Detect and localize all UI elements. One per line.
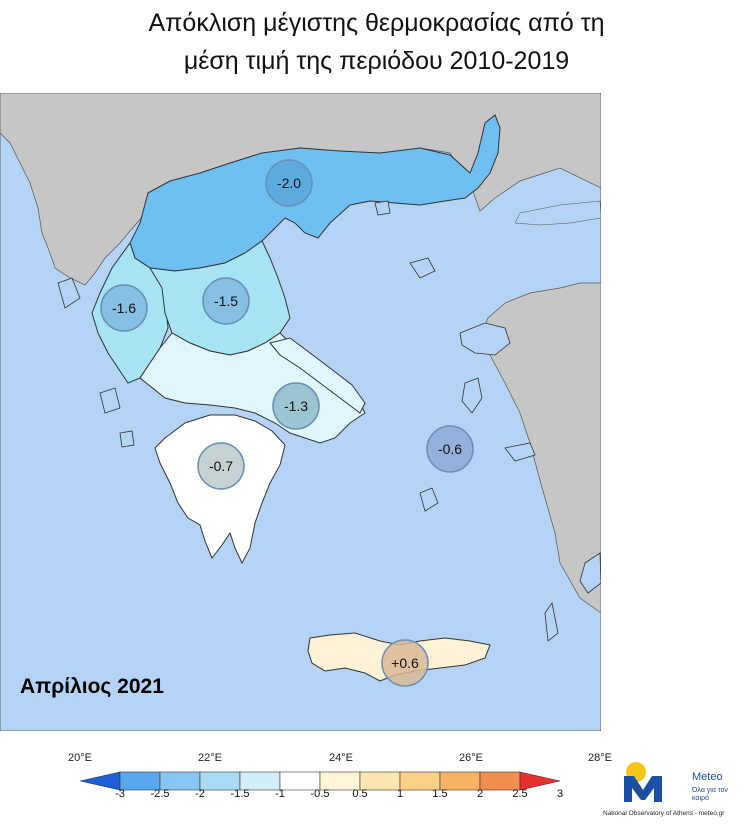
marmara-sea (514, 200, 601, 226)
colorbar-tick-5: -1 (275, 788, 285, 800)
value-label-4: -1.3 (284, 398, 308, 414)
lesvos-island (459, 322, 511, 356)
lon-label-20: 20°E (68, 752, 92, 764)
value-marker-2 (100, 284, 148, 332)
value-label-1: -2.0 (277, 175, 301, 191)
colorbar-tick-2: -2.5 (150, 788, 170, 800)
value-label-2: -1.6 (112, 300, 136, 316)
logo-footer: National Observatory of Athens - meteo.g… (603, 810, 725, 817)
value-label-6: -0.7 (209, 458, 233, 474)
lon-label-22: 22°E (198, 752, 222, 764)
samos-island (504, 442, 536, 462)
colorbar-tick-4: -1.5 (230, 788, 250, 800)
colorbar-min-arrow (79, 771, 121, 791)
value-marker-4 (272, 382, 320, 430)
value-label-3: -1.5 (214, 293, 238, 309)
map-title: Απόκλιση μέγιστης θερμοκρασίας από τη μέ… (0, 4, 753, 80)
lemnos-island (409, 257, 436, 279)
colorbar-tick-11: 2.5 (512, 788, 528, 800)
value-marker-3 (202, 277, 250, 325)
thasos-island (374, 200, 391, 216)
value-marker-7 (381, 639, 429, 687)
colorbar-tick-9: 1.5 (432, 788, 448, 800)
value-marker-6 (197, 442, 245, 490)
colorbar-tick-3: -2 (195, 788, 205, 800)
value-marker-5 (426, 425, 474, 473)
logo-m-icon (624, 776, 662, 802)
date-label: Απρίλιος 2021 (20, 675, 164, 698)
colorbar-tick-8: 1 (396, 788, 404, 800)
lon-label-24: 24°E (329, 752, 353, 764)
colorbar-tick-7: 0.5 (352, 788, 368, 800)
meteo-logo (600, 758, 750, 828)
karpathos-island (544, 602, 559, 642)
colorbar-tick-6: -0.5 (310, 788, 330, 800)
colorbar-tick-12: 3 (556, 788, 564, 800)
value-label-7: +0.6 (391, 655, 419, 671)
lon-label-28: 28°E (588, 752, 612, 764)
logo-tagline: Όλα για τον καιρό (692, 787, 728, 802)
region-value-markers: -2.0 -1.6 -1.5 -1.3 -0.6 -0.7 +0.6 (100, 159, 474, 687)
naxos-island (419, 487, 439, 512)
region-euboea (269, 337, 366, 414)
value-marker-1 (265, 159, 313, 207)
corfu-island (57, 277, 81, 309)
title-line-1: Απόκλιση μέγιστης θερμοκρασίας από τη (148, 9, 605, 37)
colorbar-tick-10: 2 (476, 788, 484, 800)
chios-island (461, 377, 483, 414)
colorbar-max-arrow (519, 771, 561, 791)
islands (57, 200, 601, 642)
rhodes-island (579, 552, 601, 594)
lon-label-26: 26°E (459, 752, 483, 764)
title-line-2: μέση τιμή της περιόδου 2010-2019 (183, 47, 570, 75)
colorbar-tick-1: -3 (115, 788, 125, 800)
value-label-5: -0.6 (438, 441, 462, 457)
turkey-land (479, 188, 601, 614)
zakynthos-island (119, 430, 135, 448)
colorbar (79, 770, 600, 797)
logo-name: Meteo (692, 771, 723, 783)
kefalonia-island (99, 387, 121, 414)
greece-temperature-map: -2.0 -1.6 -1.5 -1.3 -0.6 -0.7 +0.6 (0, 93, 601, 731)
